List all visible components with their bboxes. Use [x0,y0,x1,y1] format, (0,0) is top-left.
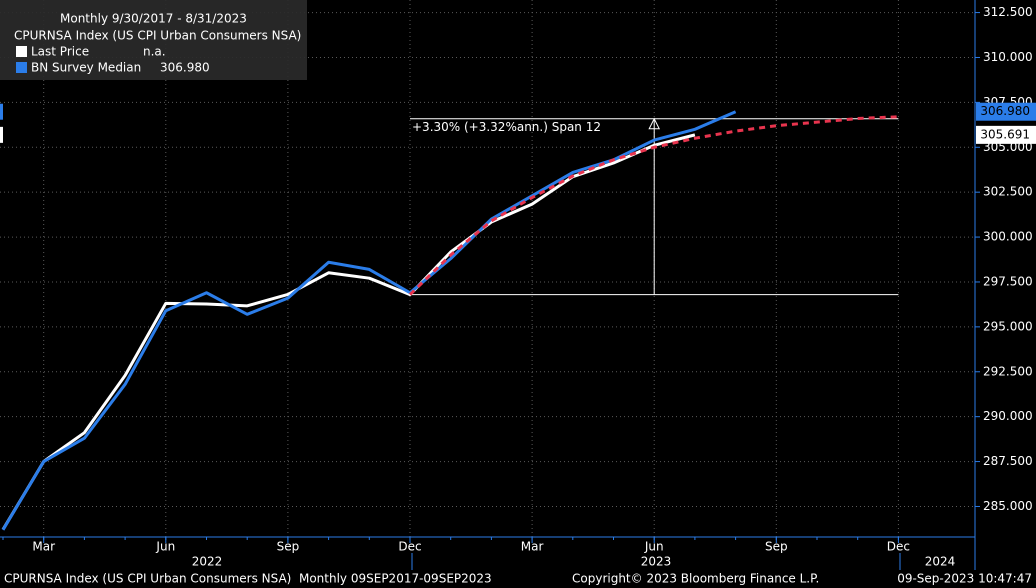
x-year-label: 2022 [192,555,223,569]
legend-swatch [16,46,27,57]
y-tick-label: 300.000 [983,230,1033,244]
last-value-label: 306.980 [980,104,1030,118]
left-marker [0,126,3,143]
footer-center: Copyright© 2023 Bloomberg Finance L.P. [572,572,819,586]
x-tick-label: Sep [277,540,300,554]
legend: Last Price n.a.BN Survey Median 306.980 [16,45,210,75]
legend-swatch [16,62,27,73]
last-value-tag [976,102,1036,121]
x-tick-label: Mar [32,540,55,554]
y-tick-label: 297.500 [983,274,1033,288]
chart-title: CPURNSA Index (US CPI Urban Consumers NS… [14,29,301,43]
y-tick-label: 310.000 [983,50,1033,64]
annotation-text: +3.30% (+3.32%ann.) Span 12 [412,120,601,134]
legend-value: n.a. [143,45,166,59]
grid [0,0,975,537]
left-marker [0,103,3,120]
annotation-arrowhead [648,117,661,130]
legend-label: BN Survey Median [31,61,141,75]
axis: 285.000 287.500 290.000 292.500 295.000 297.5… [0,0,1036,570]
x-year-label: 2023 [641,555,672,569]
y-tick-label: 302.500 [983,185,1033,199]
legend-value: 306.980 [160,61,210,75]
y-tick-label: 285.000 [983,499,1033,513]
plot-area: +3.30% (+3.32%ann.) Span 12 [1,110,899,531]
series-line [408,115,899,296]
y-tick-label: 295.000 [983,319,1033,333]
y-tick-label: 312.500 [983,5,1033,19]
x-tick-label: Jun [644,540,664,554]
last-value-tag [976,125,1036,144]
y-tick-label: 290.000 [983,409,1033,423]
footer-bar [0,570,1036,588]
footer-right: 09-Sep-2023 10:47:47 [897,572,1032,586]
footer-left: CPURNSA Index (US CPI Urban Consumers NS… [4,572,492,586]
x-tick-label: Sep [765,540,788,554]
last-value-label: 305.691 [980,127,1030,141]
x-year-label: 2024 [925,555,956,569]
x-tick-label: Jun [155,540,175,554]
y-tick-label: 287.500 [983,454,1033,468]
y-tick-label: 292.500 [983,364,1033,378]
chart-subtitle: Monthly 9/30/2017 - 8/31/2023 [60,12,247,26]
x-tick-label: Dec [887,540,910,554]
x-tick-label: Dec [398,540,421,554]
legend-label: Last Price [31,45,89,59]
x-tick-label: Mar [521,540,544,554]
legend-box [0,0,307,80]
